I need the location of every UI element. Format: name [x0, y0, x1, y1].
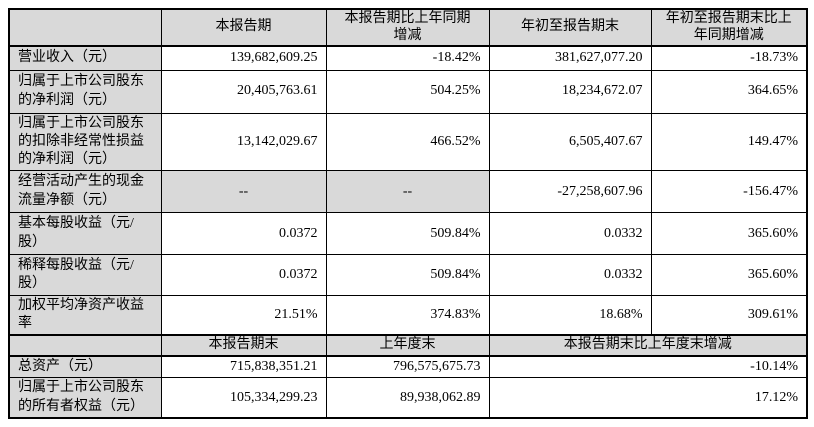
cell-value: -156.47% [650, 170, 808, 214]
cell-value: -27,258,607.96 [488, 170, 652, 214]
row-label: 加权平均净资产收益率 [8, 295, 162, 336]
cell-value: 0.0332 [488, 254, 652, 297]
table-row-total-assets: 总资产（元） 715,838,351.21 796,575,675.73 -10… [8, 355, 808, 378]
header-empty-cell [8, 334, 162, 357]
cell-value: 374.83% [325, 295, 490, 336]
cell-value: 509.84% [325, 212, 490, 256]
cell-value: 381,627,077.20 [488, 45, 652, 71]
row-label: 归属于上市公司股东的所有者权益（元） [8, 376, 162, 419]
row-label: 稀释每股收益（元/股） [8, 254, 162, 297]
column-header-period-end-vs-prior-year-end: 本报告期末比上年度末增减 [488, 334, 808, 357]
cell-value-na: -- [160, 170, 327, 214]
cell-value: 715,838,351.21 [160, 355, 327, 378]
cell-value: 504.25% [325, 69, 490, 114]
cell-value-na: -- [325, 170, 490, 214]
column-header-current-period: 本报告期 [160, 8, 327, 48]
cell-value: 0.0372 [160, 212, 327, 256]
cell-value: 89,938,062.89 [325, 376, 490, 419]
cell-value: 105,334,299.23 [160, 376, 327, 419]
cell-value: 365.60% [650, 212, 808, 256]
cell-value: 0.0332 [488, 212, 652, 256]
cell-value: 365.60% [650, 254, 808, 297]
table-row-operating-cash-flow: 经营活动产生的现金流量净额（元） -- -- -27,258,607.96 -1… [8, 170, 808, 214]
header-row-period: 本报告期 本报告期比上年同期增减 年初至报告期末 年初至报告期末比上年同期增减 [8, 8, 808, 48]
cell-value: 309.61% [650, 295, 808, 336]
row-label: 基本每股收益（元/股） [8, 212, 162, 256]
row-label: 总资产（元） [8, 355, 162, 378]
column-header-prior-year-end: 上年度末 [325, 334, 490, 357]
cell-value: 21.51% [160, 295, 327, 336]
cell-value: 17.12% [488, 376, 808, 419]
column-header-ytd: 年初至报告期末 [488, 8, 652, 48]
table-row-revenue: 营业收入（元） 139,682,609.25 -18.42% 381,627,0… [8, 45, 808, 71]
table-row-diluted-eps: 稀释每股收益（元/股） 0.0372 509.84% 0.0332 365.60… [8, 254, 808, 297]
cell-value: 466.52% [325, 112, 490, 172]
column-header-period-end: 本报告期末 [160, 334, 327, 357]
cell-value: 18,234,672.07 [488, 69, 652, 114]
row-label: 归属于上市公司股东的净利润（元） [8, 69, 162, 114]
cell-value: -18.42% [325, 45, 490, 71]
table-row-net-profit: 归属于上市公司股东的净利润（元） 20,405,763.61 504.25% 1… [8, 69, 808, 114]
header-row-period-end: 本报告期末 上年度末 本报告期末比上年度末增减 [8, 334, 808, 357]
cell-value: 364.65% [650, 69, 808, 114]
table-row-net-profit-excl-nonrecurring: 归属于上市公司股东的扣除非经常性损益的净利润（元） 13,142,029.67 … [8, 112, 808, 172]
row-label: 归属于上市公司股东的扣除非经常性损益的净利润（元） [8, 112, 162, 172]
row-label: 营业收入（元） [8, 45, 162, 71]
cell-value: 0.0372 [160, 254, 327, 297]
financial-summary-table: 本报告期 本报告期比上年同期增减 年初至报告期末 年初至报告期末比上年同期增减 … [8, 8, 808, 420]
cell-value: 13,142,029.67 [160, 112, 327, 172]
cell-value: -18.73% [650, 45, 808, 71]
row-label: 经营活动产生的现金流量净额（元） [8, 170, 162, 214]
column-header-ytd-vs-prior-yoy: 年初至报告期末比上年同期增减 [650, 8, 808, 48]
cell-value: 18.68% [488, 295, 652, 336]
table-row-basic-eps: 基本每股收益（元/股） 0.0372 509.84% 0.0332 365.60… [8, 212, 808, 256]
cell-value: 139,682,609.25 [160, 45, 327, 71]
header-empty-cell [8, 8, 162, 48]
cell-value: 796,575,675.73 [325, 355, 490, 378]
column-header-current-vs-prior-yoy: 本报告期比上年同期增减 [325, 8, 490, 48]
cell-value: 20,405,763.61 [160, 69, 327, 114]
table-row-weighted-avg-roe: 加权平均净资产收益率 21.51% 374.83% 18.68% 309.61% [8, 295, 808, 336]
cell-value: 149.47% [650, 112, 808, 172]
cell-value: 6,505,407.67 [488, 112, 652, 172]
cell-value: -10.14% [488, 355, 808, 378]
cell-value: 509.84% [325, 254, 490, 297]
table-row-equity-attributable-to-shareholders: 归属于上市公司股东的所有者权益（元） 105,334,299.23 89,938… [8, 376, 808, 419]
